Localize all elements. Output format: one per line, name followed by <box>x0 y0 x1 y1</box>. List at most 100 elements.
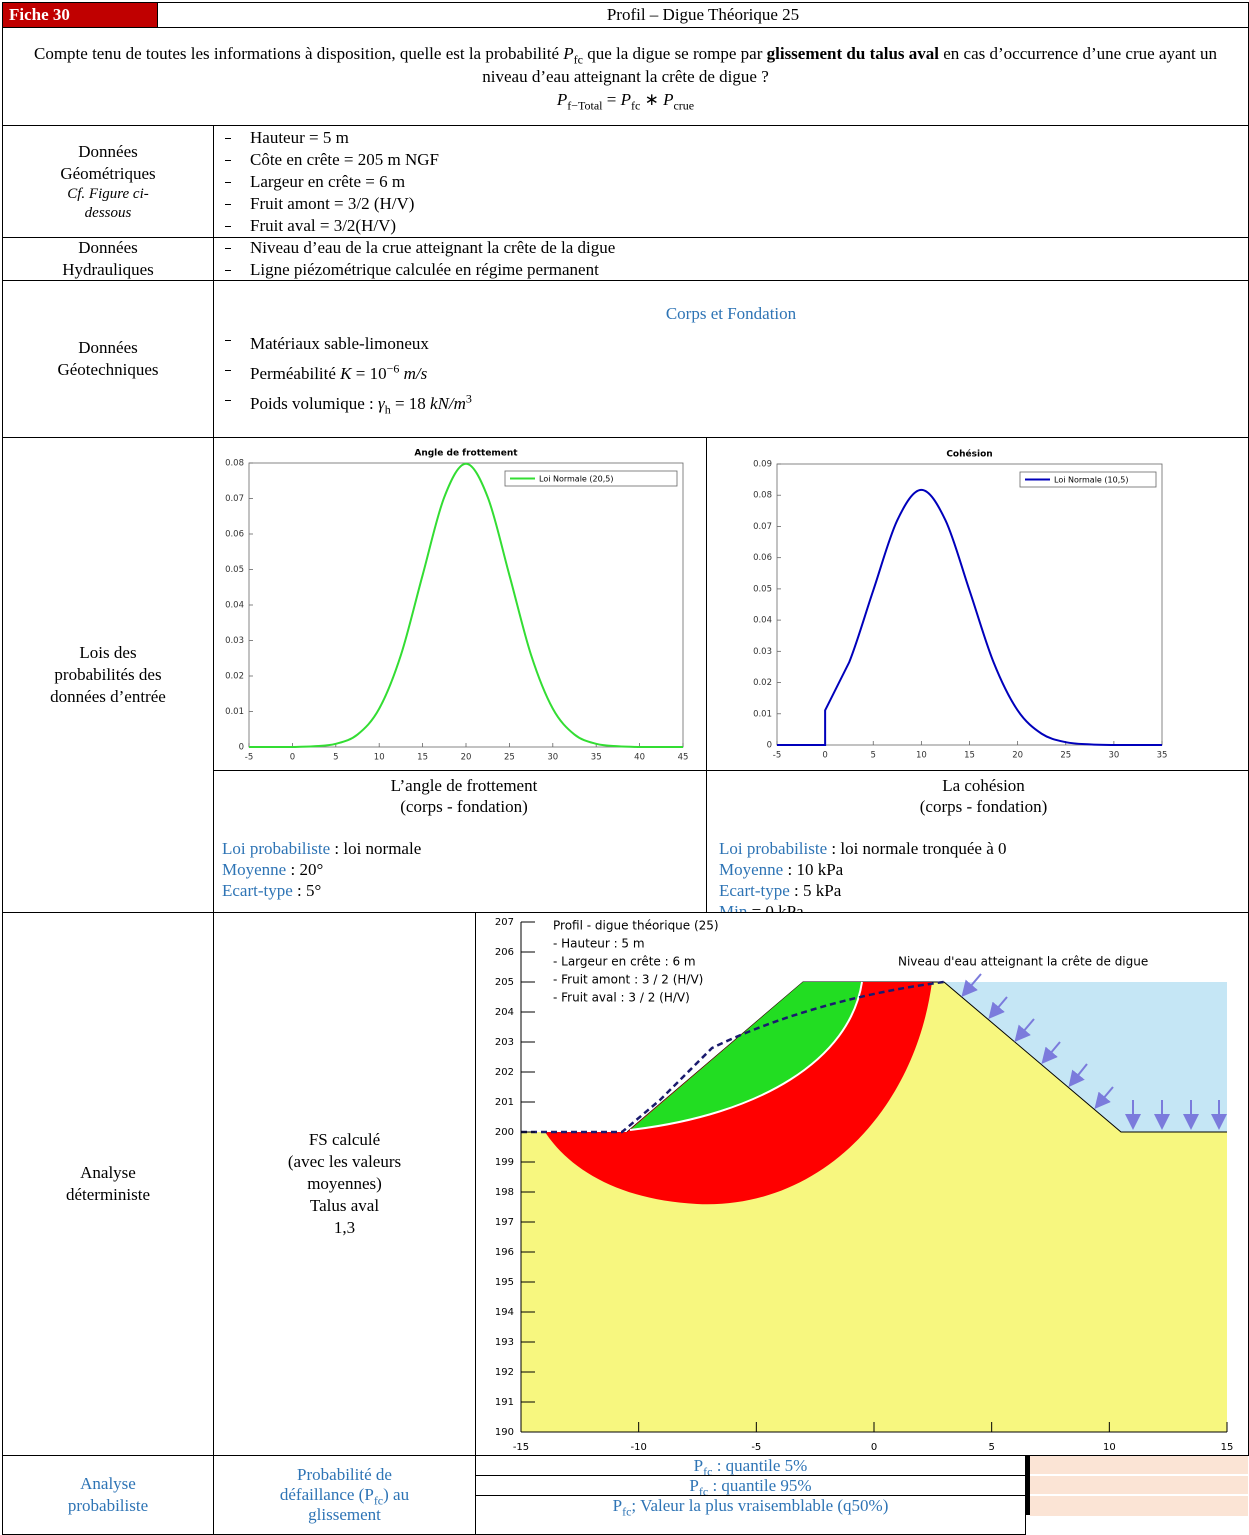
y-tick-label: 196 <box>495 1247 514 1258</box>
annotation: - Fruit amont : 3 / 2 (H/V) <box>553 973 703 987</box>
bullet-dash <box>225 370 231 371</box>
y-tick-label: 0.08 <box>753 491 772 501</box>
text: Niveau d’eau de la crue atteignant la cr… <box>250 238 616 257</box>
y-tick-label: 0.03 <box>753 647 772 657</box>
parameter: Moyenne : 10 kPa <box>719 859 1248 880</box>
bullet-dash <box>225 270 231 271</box>
legend-label: Loi Normale (10,5) <box>1054 476 1128 485</box>
text-segment: : quantile 5% <box>712 1455 808 1475</box>
text-segment: P <box>612 1496 623 1515</box>
text-line: Talus aval <box>309 1196 380 1215</box>
answer-box <box>1030 1456 1248 1474</box>
y-tick-label: 207 <box>495 917 514 928</box>
x-tick-label: 5 <box>333 753 338 763</box>
text-line: La cohésion <box>942 776 1025 795</box>
y-tick-label: 191 <box>495 1397 514 1408</box>
result-label: Pfc : quantile 95% <box>689 1475 811 1495</box>
y-tick-label: 0.02 <box>753 678 772 688</box>
list-item: Ligne piézométrique calculée en régime p… <box>222 259 1248 280</box>
x-tick-label: 0 <box>290 753 295 763</box>
x-tick-label: 15 <box>1221 1442 1234 1453</box>
bullet-dash <box>225 340 231 341</box>
list-item: Hauteur = 5 m <box>222 127 1248 149</box>
arrow <box>961 973 982 998</box>
text-segment: ∗ <box>640 90 664 109</box>
separator <box>1025 1455 1030 1515</box>
y-tick-label: 202 <box>495 1067 514 1078</box>
parameter: Moyenne : 20° <box>222 859 706 880</box>
question-cell: Compte tenu de toutes les informations à… <box>2 27 1249 126</box>
x-tick-label: 20 <box>461 753 472 763</box>
bullet-dash <box>225 248 231 249</box>
annotation: - Largeur en crête : 6 m <box>553 955 696 969</box>
x-tick-label: 15 <box>964 751 975 761</box>
ground-line <box>626 981 1227 1133</box>
list-item: Matériaux sable-limoneux <box>222 329 1248 359</box>
text-segment: en cas d’occurrence d’une crue ayant un … <box>482 44 1218 86</box>
x-tick-label: 25 <box>1060 751 1071 761</box>
series-line <box>249 462 683 749</box>
y-tick-label: 0.01 <box>225 707 244 717</box>
row-label: Données Géotechniques <box>57 338 159 379</box>
text-line: L’angle de frottement <box>390 776 538 795</box>
row-label: Données Hydrauliques <box>62 238 154 279</box>
phreatic-line <box>521 980 945 1134</box>
y-tick-label: 199 <box>495 1157 514 1168</box>
text-segment: Compte tenu de toutes les informations à… <box>33 44 564 63</box>
y-tick-label: 203 <box>495 1037 514 1048</box>
parameter-value: : loi normale <box>330 839 422 858</box>
x-tick-label: -5 <box>751 1442 761 1453</box>
x-tick-label: -5 <box>773 751 781 761</box>
text: Fruit aval = 3/2(H/V) <box>250 215 397 235</box>
y-tick-label: 193 <box>495 1337 514 1348</box>
annotation: Profil - digue théorique (25) <box>553 919 719 933</box>
chart-title: Cohésion <box>946 449 992 460</box>
material-subtitle: Corps et Fondation <box>665 304 797 323</box>
parameter-value: : 10 kPa <box>783 860 844 879</box>
y-tick-label: 0.02 <box>225 672 244 682</box>
arrow <box>1094 1086 1114 1110</box>
row-label: Lois des probabilités des données d’entr… <box>50 643 166 706</box>
sliding-mass <box>630 982 862 1130</box>
text-segment: fc <box>631 98 641 113</box>
text-segment: Perméabilité <box>250 364 341 383</box>
y-tick-label: 200 <box>495 1127 514 1138</box>
text-segment: kN/m <box>430 394 466 413</box>
row-label: Analyse déterministe <box>65 1163 151 1204</box>
y-tick-label: 192 <box>495 1367 514 1378</box>
text-line: (avec les valeurs moyennes) <box>287 1152 402 1193</box>
legend-label: Loi Normale (20,5) <box>539 475 613 484</box>
parameter-name: Loi probabiliste <box>222 839 331 858</box>
geotechnics-list: Matériaux sable-limoneux Perméabilité K =… <box>214 329 1248 419</box>
x-tick-label: 0 <box>871 1442 877 1453</box>
profile-drawing <box>521 973 1227 1432</box>
text-segment: P <box>689 1475 699 1495</box>
parameter-name: Moyenne <box>719 860 784 879</box>
y-tick-label: 0.05 <box>225 565 244 575</box>
fiche-cell: Fiche 30 <box>2 2 158 28</box>
text-segment: fc <box>703 1463 713 1476</box>
x-tick-label: 45 <box>678 753 689 763</box>
text-line: (corps - fondation) <box>400 797 528 816</box>
series-line <box>777 488 1162 747</box>
water-pressure-arrows <box>961 973 1227 1130</box>
list-item: Fruit aval = 3/2(H/V) <box>222 215 1248 237</box>
geotechnics-cell: Corps et Fondation Matériaux sable-limon… <box>213 280 1249 438</box>
hydraulics-list: Niveau d’eau de la crue atteignant la cr… <box>214 238 1248 280</box>
x-tick-label: 10 <box>374 753 385 763</box>
caption: L’angle de frottement (corps - fondation) <box>222 775 706 817</box>
parameter-name: Loi probabiliste <box>719 839 828 858</box>
text-segment: crue <box>673 98 695 113</box>
parameter-value: : 5° <box>292 881 322 900</box>
x-tick-label: 10 <box>1103 1442 1116 1453</box>
bullet-dash <box>225 225 231 227</box>
text: Ligne piézométrique calculée en régime p… <box>250 260 599 279</box>
x-tick-label: 35 <box>1157 751 1168 761</box>
arrow <box>988 996 1008 1020</box>
parameter: Ecart-type : 5 kPa <box>719 880 1248 901</box>
text: Matériaux sable-limoneux <box>250 334 429 353</box>
text-segment: = <box>602 90 621 109</box>
y-tick-label: 0.07 <box>753 522 772 532</box>
x-tick-label: 30 <box>547 753 558 763</box>
